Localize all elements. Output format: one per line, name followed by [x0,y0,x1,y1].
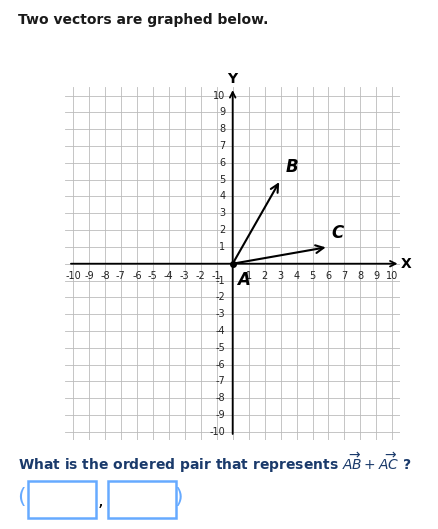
Text: 10: 10 [385,271,398,281]
Text: 7: 7 [219,141,225,151]
Text: 4: 4 [293,271,299,281]
Text: 8: 8 [357,271,363,281]
Text: -3: -3 [215,309,225,319]
Text: 7: 7 [341,271,347,281]
Text: 1: 1 [245,271,251,281]
Text: 3: 3 [219,208,225,218]
Text: 3: 3 [277,271,283,281]
Text: -5: -5 [215,343,225,353]
Text: -4: -4 [215,326,225,336]
Text: 9: 9 [372,271,378,281]
Text: 2: 2 [219,225,225,235]
Text: B: B [285,158,297,176]
Text: -10: -10 [209,427,225,437]
Text: 2: 2 [261,271,267,281]
Text: -6: -6 [215,360,225,370]
Text: 5: 5 [219,175,225,185]
Text: -8: -8 [100,271,110,281]
Text: 6: 6 [219,158,225,168]
Text: -6: -6 [132,271,141,281]
Text: -2: -2 [195,271,205,281]
Text: -2: -2 [215,293,225,302]
Text: (: ( [17,487,25,507]
Text: -3: -3 [180,271,189,281]
Text: 6: 6 [325,271,331,281]
Text: C: C [331,224,343,242]
Text: 5: 5 [309,271,315,281]
Text: Two vectors are graphed below.: Two vectors are graphed below. [18,13,267,27]
Text: ): ) [173,487,182,507]
Text: -1: -1 [215,276,225,286]
Text: 9: 9 [219,107,225,117]
Text: X: X [400,257,411,271]
Text: 4: 4 [219,191,225,202]
Text: -9: -9 [215,410,225,420]
Text: -10: -10 [65,271,81,281]
Text: ,: , [98,492,103,510]
Text: 8: 8 [219,124,225,134]
Text: -4: -4 [164,271,173,281]
Text: 1: 1 [219,242,225,252]
Text: -9: -9 [84,271,94,281]
Text: -5: -5 [148,271,157,281]
Text: -8: -8 [215,393,225,403]
Text: What is the ordered pair that represents $\overrightarrow{AB}+\overrightarrow{AC: What is the ordered pair that represents… [18,451,410,476]
Bar [28,480,96,517]
Text: -7: -7 [116,271,125,281]
Text: -7: -7 [215,376,225,386]
Text: Y: Y [227,72,237,86]
Bar [108,480,175,517]
Text: A: A [236,271,249,289]
Text: -1: -1 [212,271,221,281]
Text: 10: 10 [213,90,225,101]
